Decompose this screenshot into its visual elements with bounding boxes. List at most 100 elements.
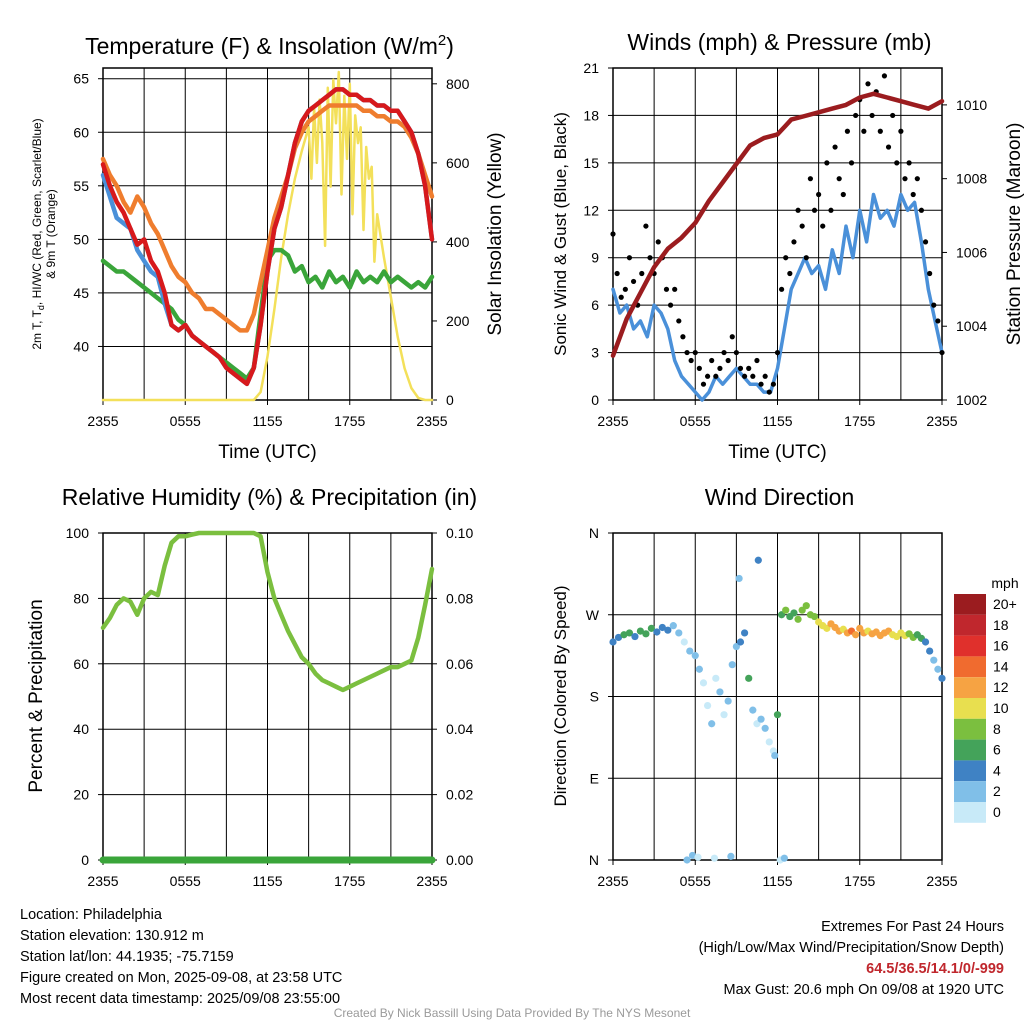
direction-point bbox=[694, 853, 702, 861]
legend-label: 16 bbox=[993, 638, 1009, 654]
data-point bbox=[774, 349, 781, 356]
data-point bbox=[935, 318, 941, 324]
y-tick-label-right: 0.10 bbox=[446, 525, 473, 541]
chart-title: Temperature (F) & Insolation (W/m2) bbox=[85, 32, 454, 59]
y-tick-label-right: 0 bbox=[446, 392, 454, 408]
x-tick-label: 0555 bbox=[680, 873, 711, 889]
data-point bbox=[848, 160, 855, 166]
y-tick-label: S bbox=[590, 689, 599, 705]
y-tick-label: 20 bbox=[73, 787, 89, 803]
data-point bbox=[787, 270, 793, 277]
data-point bbox=[811, 207, 818, 213]
direction-point bbox=[720, 711, 728, 719]
y-tick-label: 15 bbox=[583, 155, 599, 171]
legend-swatch bbox=[954, 760, 986, 782]
x-tick-label: 2355 bbox=[926, 413, 957, 429]
legend-label: 6 bbox=[993, 742, 1001, 758]
data-point bbox=[820, 223, 826, 229]
legend-label: 0 bbox=[993, 804, 1001, 820]
direction-point bbox=[810, 612, 819, 621]
data-point bbox=[725, 357, 731, 364]
direction-point bbox=[669, 622, 677, 630]
series-line bbox=[100, 103, 435, 333]
direction-point bbox=[938, 674, 946, 682]
series-line bbox=[611, 192, 944, 402]
data-point bbox=[696, 365, 702, 371]
panel-3: 2355 0555 1155 1755 2355 0 20 40 60 80 100 bbox=[66, 525, 448, 889]
data-point bbox=[709, 357, 715, 364]
direction-point bbox=[653, 628, 661, 636]
y-axis-label: Percent & Precipitation bbox=[26, 599, 47, 792]
x-tick-label: 1755 bbox=[844, 873, 875, 889]
direction-point bbox=[727, 852, 735, 860]
legend-label: 14 bbox=[993, 658, 1009, 674]
x-tick-label: 2355 bbox=[416, 873, 447, 889]
y-axis-label-right: Station Pressure (Maroon) bbox=[1004, 123, 1024, 346]
y-tick-label-right: 1010 bbox=[956, 97, 987, 113]
x-tick-label: 2355 bbox=[87, 413, 118, 429]
series-line bbox=[100, 530, 435, 693]
y-tick-label: 80 bbox=[73, 590, 89, 606]
y-tick-label-right: 600 bbox=[446, 155, 470, 171]
data-point bbox=[890, 112, 896, 119]
data-point bbox=[779, 286, 785, 292]
data-point bbox=[832, 144, 838, 150]
data-point bbox=[766, 389, 772, 395]
legend-swatch bbox=[954, 698, 986, 719]
data-point bbox=[717, 365, 723, 371]
direction-point bbox=[609, 638, 617, 646]
panel-2: 2355 0555 1155 1755 2355 0 3 6 9 12 15 18 21 bbox=[583, 60, 957, 429]
legend-label: 20+ bbox=[993, 596, 1017, 612]
data-point bbox=[799, 223, 805, 229]
data-point bbox=[762, 373, 768, 379]
data-point bbox=[894, 160, 900, 166]
data-point bbox=[791, 239, 797, 245]
data-point bbox=[927, 270, 933, 277]
direction-point bbox=[736, 638, 745, 646]
legend-swatch bbox=[954, 802, 986, 823]
x-tick-label: 1155 bbox=[252, 413, 282, 429]
data-point bbox=[684, 349, 690, 356]
data-point bbox=[836, 176, 842, 182]
series-points bbox=[610, 73, 945, 395]
data-point bbox=[622, 286, 628, 292]
direction-point bbox=[688, 851, 697, 860]
direction-point bbox=[710, 854, 719, 862]
direction-point bbox=[620, 631, 628, 639]
data-point bbox=[816, 191, 822, 198]
direction-point bbox=[761, 724, 769, 732]
data-point bbox=[667, 302, 674, 308]
data-point bbox=[746, 365, 752, 371]
direction-point bbox=[675, 629, 683, 637]
legend-swatch bbox=[954, 718, 986, 740]
x-axis-label: Time (UTC) bbox=[728, 442, 827, 463]
y-tick-label: N bbox=[589, 525, 599, 541]
y-tick-label-right: 0.08 bbox=[446, 590, 473, 606]
data-point bbox=[840, 191, 846, 198]
y-tick-label: 50 bbox=[73, 231, 89, 247]
direction-point bbox=[631, 632, 639, 641]
y-tick-label-right: 400 bbox=[446, 234, 470, 250]
y-tick-label: 9 bbox=[591, 250, 599, 266]
x-tick-label: 2355 bbox=[87, 873, 118, 889]
extremes-subheading: (High/Low/Max Wind/Precipitation/Snow De… bbox=[698, 940, 1004, 956]
direction-points bbox=[609, 556, 946, 864]
legend-label: 4 bbox=[993, 762, 1001, 778]
chart-title: Relative Humidity (%) & Precipitation (i… bbox=[62, 484, 477, 510]
data-point bbox=[626, 255, 633, 261]
direction-point bbox=[712, 674, 720, 682]
station-info: Location: Philadelphia Station elevation… bbox=[20, 905, 342, 1010]
x-axis-label: Time (UTC) bbox=[218, 442, 317, 463]
legend-swatch bbox=[954, 635, 986, 657]
data-point bbox=[610, 231, 616, 237]
y-tick-label-right: 0.00 bbox=[446, 852, 473, 868]
panel-4: 2355 0555 1155 1755 2355 N E S W N bbox=[586, 525, 958, 889]
data-point bbox=[672, 286, 678, 292]
extremes-values: 64.5/36.5/14.1/0/-999 bbox=[866, 961, 1004, 977]
data-point bbox=[688, 357, 694, 364]
data-point bbox=[783, 255, 789, 261]
data-point bbox=[869, 112, 875, 119]
direction-point bbox=[691, 652, 699, 660]
data-point bbox=[614, 270, 620, 277]
direction-point bbox=[930, 656, 938, 664]
